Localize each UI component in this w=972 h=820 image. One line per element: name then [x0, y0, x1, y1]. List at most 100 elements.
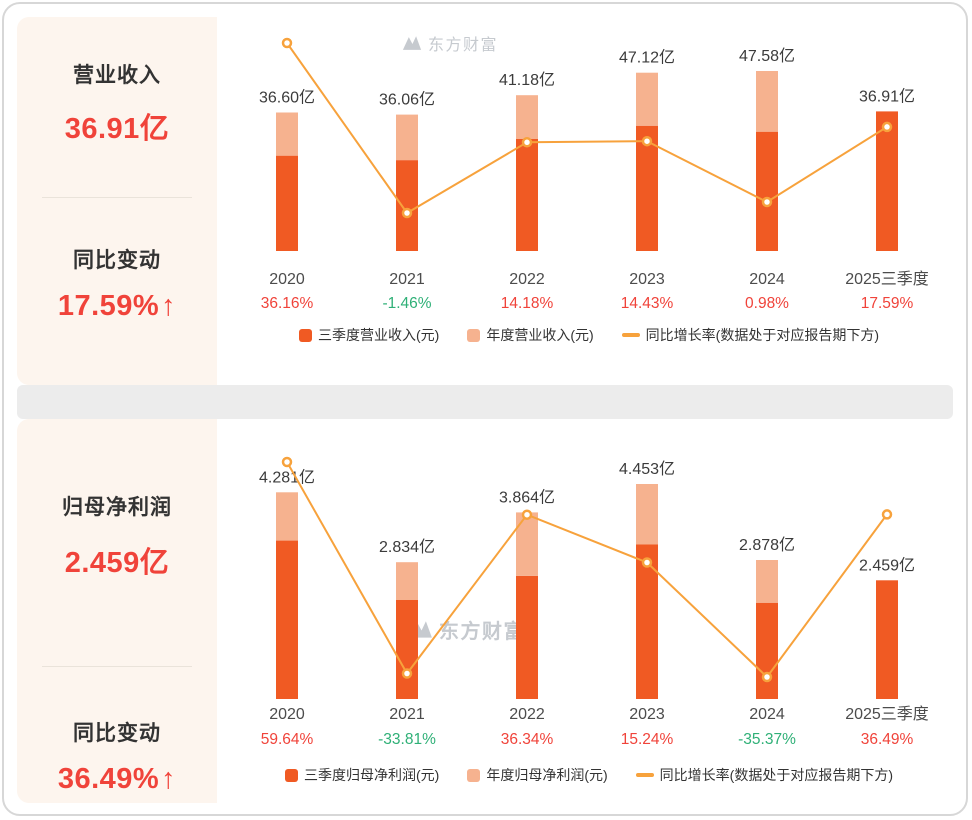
- net-profit-legend: 三季度归母净利润(元) 年度归母净利润(元) 同比增长率(数据处于对应报告期下方…: [225, 765, 953, 785]
- q3-bar-2024[interactable]: [756, 131, 778, 251]
- growth-label-2025三季度: 36.49%: [861, 731, 914, 748]
- legend-item-growth-rate[interactable]: 同比增长率(数据处于对应报告期下方): [635, 765, 893, 785]
- growth-label-2021: -33.81%: [378, 731, 436, 748]
- growth-point-2020[interactable]: [281, 456, 293, 468]
- bar-value-label-2021: 36.06亿: [379, 91, 435, 109]
- annual-bar-2020[interactable]: [276, 112, 298, 156]
- category-label-2021: 2021: [389, 271, 425, 288]
- q3-bar-2021[interactable]: [396, 160, 418, 251]
- q3-bar-2020[interactable]: [276, 155, 298, 251]
- annual-bar-2024[interactable]: [756, 560, 778, 603]
- bar-value-label-2020: 36.60亿: [259, 89, 315, 107]
- growth-label-2021: -1.46%: [382, 295, 431, 312]
- revenue-change-value: 17.59%↑: [58, 290, 176, 323]
- annual-bar-2021[interactable]: [396, 562, 418, 601]
- net-profit-chart[interactable]: 4.281亿 2.834亿 3.864亿 4.453亿 2.878亿 2.459亿 2020…: [225, 419, 953, 757]
- q3-bar-2020[interactable]: [276, 540, 298, 699]
- category-label-2020: 2020: [269, 706, 305, 723]
- annual-bar-2020[interactable]: [276, 492, 298, 541]
- q3-bar-2023[interactable]: [636, 125, 658, 251]
- growth-point-2021[interactable]: [401, 668, 413, 679]
- growth-point-2023[interactable]: [641, 557, 653, 568]
- legend-item-q3-net-profit[interactable]: 三季度归母净利润(元): [285, 765, 439, 785]
- growth-line-swatch: [621, 333, 640, 337]
- growth-label-2025三季度: 17.59%: [861, 295, 914, 312]
- growth-label-2023: 14.43%: [621, 295, 674, 312]
- bar-value-label-2023: 47.12亿: [619, 49, 675, 67]
- legend-item-annual-net-profit[interactable]: 年度归母净利润(元): [467, 765, 608, 785]
- bar-value-label-2025三季度: 2.459亿: [859, 556, 915, 574]
- growth-point-2024[interactable]: [761, 196, 773, 208]
- growth-point-2024[interactable]: [761, 671, 773, 683]
- revenue-panel: 营业收入 36.91亿 同比变动 17.59%↑ 东方财富 36.60亿 36.0…: [17, 17, 953, 385]
- net-profit-change-percent: 36.49%: [57, 763, 160, 795]
- legend-label: 三季度营业收入(元): [318, 327, 440, 343]
- growth-point-2023[interactable]: [641, 135, 653, 147]
- bar-value-label-2025三季度: 36.91亿: [859, 87, 915, 105]
- panel-separator: [17, 385, 953, 419]
- revenue-chart[interactable]: 36.60亿 36.06亿 41.18亿 47.12亿 47.58亿 36.91亿 2020…: [225, 17, 953, 317]
- category-label-2023: 2023: [629, 271, 665, 288]
- revenue-legend: 三季度营业收入(元) 年度营业收入(元) 同比增长率(数据处于对应报告期下方): [225, 325, 953, 345]
- growth-point-2022[interactable]: [521, 509, 533, 520]
- category-label-2025三季度: 2025三季度: [845, 705, 929, 723]
- annual-bar-2023[interactable]: [636, 484, 658, 545]
- category-label-2025三季度: 2025三季度: [845, 270, 929, 288]
- growth-label-2022: 36.34%: [501, 731, 554, 748]
- category-label-2022: 2022: [509, 271, 545, 288]
- q3-bar-2022[interactable]: [516, 139, 538, 251]
- growth-point-2022[interactable]: [521, 137, 533, 148]
- revenue-sidebar: 营业收入 36.91亿 同比变动 17.59%↑: [17, 17, 217, 385]
- legend-label: 年度营业收入(元): [486, 327, 594, 343]
- category-label-2023: 2023: [629, 706, 665, 723]
- category-label-2024: 2024: [749, 271, 785, 288]
- legend-item-q3-revenue[interactable]: 三季度营业收入(元): [299, 325, 439, 345]
- legend-label: 同比增长率(数据处于对应报告期下方): [645, 327, 879, 343]
- net-profit-change-label: 同比变动: [73, 722, 161, 745]
- category-label-2022: 2022: [509, 706, 545, 723]
- legend-item-growth-rate[interactable]: 同比增长率(数据处于对应报告期下方): [621, 325, 879, 345]
- revenue-metric-label: 营业收入: [73, 64, 161, 87]
- bar-value-label-2020: 4.281亿: [259, 468, 315, 486]
- category-label-2024: 2024: [749, 706, 785, 723]
- q3-bar-2022[interactable]: [516, 575, 538, 699]
- revenue-change-percent: 17.59%: [57, 290, 160, 322]
- q3-bar-swatch: [299, 328, 312, 342]
- growth-rate-line[interactable]: [286, 461, 888, 679]
- growth-label-2022: 14.18%: [501, 295, 554, 312]
- sidebar-divider: [42, 666, 192, 667]
- growth-label-2024: 0.98%: [745, 295, 789, 312]
- revenue-metric-value: 36.91亿: [64, 113, 170, 145]
- annual-bar-swatch: [467, 328, 481, 342]
- q3-bar-2024[interactable]: [756, 602, 778, 699]
- legend-item-annual-revenue[interactable]: 年度营业收入(元): [467, 325, 594, 345]
- q3-bar-2021[interactable]: [396, 600, 418, 699]
- growth-point-2021[interactable]: [401, 207, 413, 219]
- legend-label: 同比增长率(数据处于对应报告期下方): [659, 767, 893, 783]
- annual-bar-2022[interactable]: [516, 95, 538, 139]
- growth-rate-line[interactable]: [286, 42, 888, 215]
- bar-value-label-2022: 3.864亿: [499, 488, 555, 506]
- bar-value-label-2022: 41.18亿: [499, 71, 555, 89]
- growth-label-2020: 59.64%: [261, 731, 314, 748]
- growth-line-swatch: [635, 773, 654, 777]
- growth-point-2025三季度[interactable]: [881, 509, 893, 520]
- q3-bar-2025三季度[interactable]: [876, 111, 898, 252]
- growth-point-2025三季度[interactable]: [881, 121, 893, 133]
- net-profit-change-value: 36.49%↑: [58, 763, 176, 796]
- q3-bar-2023[interactable]: [636, 544, 658, 700]
- annual-bar-2023[interactable]: [636, 72, 658, 126]
- category-label-2021: 2021: [389, 706, 425, 723]
- net-profit-chart-area: 东方财富 4.281亿 2.834亿 3.864亿 4.453亿 2.878亿 2.459…: [217, 419, 953, 803]
- net-profit-metric-label: 归母净利润: [62, 496, 172, 519]
- growth-label-2024: -35.37%: [738, 731, 796, 748]
- growth-point-2020[interactable]: [281, 37, 293, 49]
- annual-bar-2024[interactable]: [756, 71, 778, 132]
- q3-bar-2025三季度[interactable]: [876, 580, 898, 699]
- net-profit-panel: 归母净利润 2.459亿 同比变动 36.49%↑ 东方财富 4.281亿 2.8…: [17, 419, 953, 803]
- annual-bar-2021[interactable]: [396, 114, 418, 161]
- bar-value-label-2024: 47.58亿: [739, 47, 795, 65]
- revenue-chart-area: 东方财富 36.60亿 36.06亿 41.18亿 47.12亿 47.58亿 36.91…: [217, 17, 953, 385]
- annual-bar-2022[interactable]: [516, 512, 538, 576]
